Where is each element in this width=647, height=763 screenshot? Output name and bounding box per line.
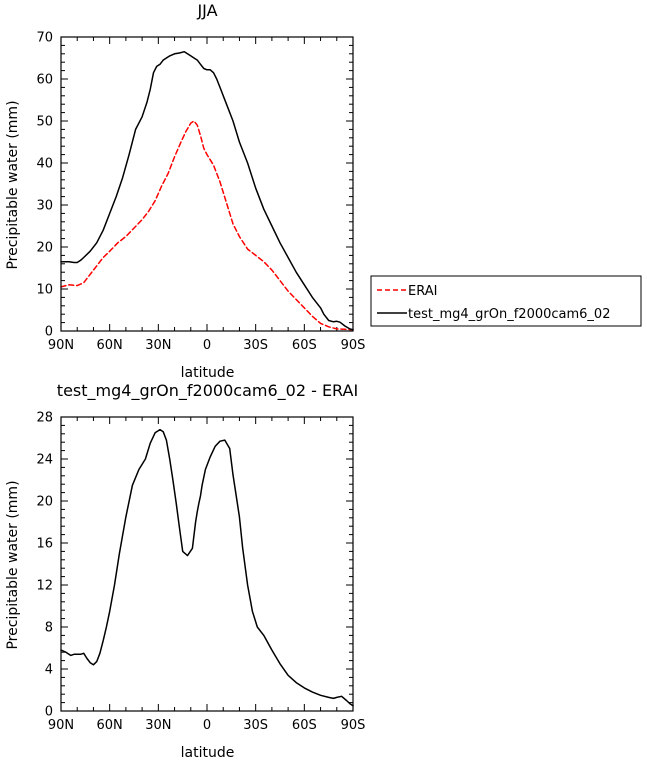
panel-top-xlabel: latitude [181,365,235,381]
y-tick-label: 24 [36,453,53,468]
legend-label-erai: ERAI [408,284,437,299]
y-tick-label: 0 [45,325,53,340]
series-line-top-1 [60,50,354,331]
y-tick-label: 60 [36,73,53,88]
y-tick-label: 30 [36,199,53,214]
y-tick-label: 12 [36,579,53,594]
x-tick-label: 60N [97,338,123,353]
y-tick-label: 8 [45,621,53,636]
x-tick-label: 60S [292,338,317,353]
series-line-top-0 [60,120,354,331]
x-tick-label: 30S [243,338,268,353]
x-tick-label: 0 [203,718,211,733]
legend-box [370,275,642,327]
y-tick-label: 10 [36,283,53,298]
x-tick-label: 60N [97,718,123,733]
panel-bottom: test_mg4_grOn_f2000cam6_02 - ERAI Precip… [5,381,365,761]
y-tick-label: 20 [36,241,53,256]
y-tick-label: 0 [45,705,53,720]
y-tick-label: 4 [45,663,53,678]
panel-top-frame [60,36,354,332]
legend-label-model: test_mg4_grOn_f2000cam6_02 [408,307,610,322]
x-tick-label: 30S [243,718,268,733]
x-tick-label: 0 [203,338,211,353]
panel-top-title: JJA [196,1,217,20]
panel-bottom-xlabel: latitude [181,745,235,761]
x-tick-label: 30N [145,338,171,353]
y-tick-label: 20 [36,495,53,510]
panel-bottom-frame [60,416,354,712]
x-tick-label: 30N [145,718,171,733]
x-tick-label: 60S [292,718,317,733]
y-tick-label: 70 [36,31,53,46]
x-tick-label: 90S [341,718,366,733]
panel-top-ylabel: Precipitable water (mm) [5,100,21,269]
x-tick-label: 90S [341,338,366,353]
legend: ERAI test_mg4_grOn_f2000cam6_02 [370,275,642,327]
x-tick-label: 90N [48,718,74,733]
panel-top: JJA Precipitable water (mm) latitude 90N… [5,1,365,381]
panel-bottom-title: test_mg4_grOn_f2000cam6_02 - ERAI [57,381,358,401]
x-tick-label: 90N [48,338,74,353]
series-line-bottom-0 [60,428,354,707]
y-tick-label: 50 [36,115,53,130]
y-tick-label: 16 [36,537,53,552]
y-tick-label: 40 [36,157,53,172]
y-tick-label: 28 [36,411,53,426]
panel-bottom-ylabel: Precipitable water (mm) [5,480,21,649]
